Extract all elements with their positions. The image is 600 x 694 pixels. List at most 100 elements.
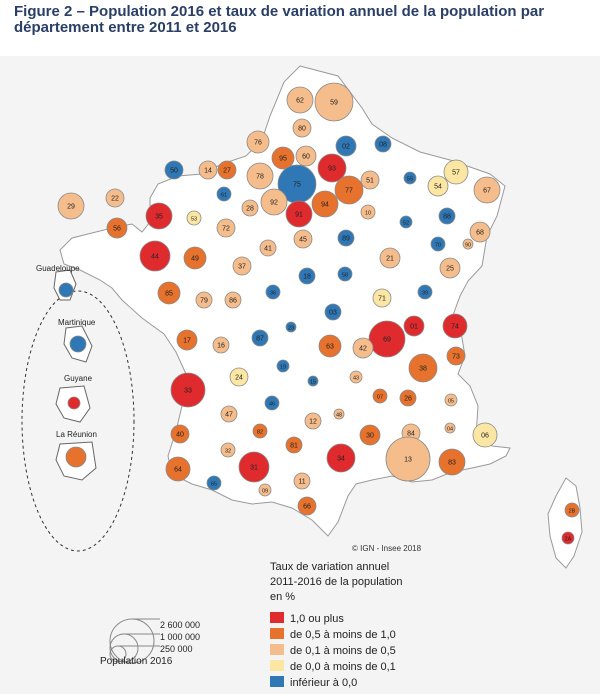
legend-item: de 0,1 à moins de 0,5 bbox=[270, 644, 396, 657]
population-size-legend bbox=[109, 618, 160, 664]
department-89-label: 89 bbox=[342, 236, 350, 243]
department-77-bubble bbox=[334, 175, 364, 205]
department-53-label: 53 bbox=[191, 217, 197, 223]
department-81-bubble bbox=[285, 436, 303, 454]
department-42-bubble bbox=[352, 337, 374, 359]
department-22-label: 22 bbox=[111, 196, 119, 203]
department-94-bubble bbox=[311, 190, 339, 218]
mainland-outline bbox=[59, 65, 511, 537]
department-64-bubble bbox=[165, 456, 191, 482]
department-16-label: 16 bbox=[217, 343, 225, 350]
department-32-label: 32 bbox=[225, 449, 231, 455]
department-44-label: 44 bbox=[151, 254, 159, 261]
department-03-label: 03 bbox=[329, 310, 337, 317]
department-79-label: 79 bbox=[200, 298, 208, 305]
department-14-bubble bbox=[198, 160, 218, 180]
department-44-bubble bbox=[139, 240, 171, 272]
legend-title: Taux de variation annuel 2011-2016 de la… bbox=[270, 560, 470, 605]
department-82-label: 82 bbox=[257, 430, 263, 436]
department-03-bubble bbox=[324, 303, 342, 321]
legend-swatch bbox=[270, 628, 284, 639]
department-29-label: 29 bbox=[67, 204, 75, 211]
department-84-label: 84 bbox=[407, 431, 415, 438]
department-36-label: 36 bbox=[270, 291, 276, 297]
department-78-label: 78 bbox=[256, 174, 264, 181]
department-56-label: 56 bbox=[113, 226, 121, 233]
department-40-bubble bbox=[170, 424, 190, 444]
department-55-label: 55 bbox=[407, 177, 413, 183]
department-23-bubble bbox=[285, 321, 297, 333]
legend-item: de 0,0 à moins de 0,1 bbox=[270, 660, 396, 673]
department-06-bubble bbox=[472, 422, 498, 448]
department-57-bubble bbox=[443, 159, 469, 185]
population-legend-title: Population 2016 bbox=[100, 656, 173, 667]
department-76-label: 76 bbox=[254, 140, 262, 147]
overseas-martinique-bubble bbox=[69, 335, 87, 353]
department-43-bubble bbox=[349, 370, 363, 384]
legend-label: de 0,0 à moins de 0,1 bbox=[290, 661, 396, 673]
department-57-label: 57 bbox=[452, 170, 460, 177]
legend-title-line: en % bbox=[270, 591, 296, 603]
department-49-bubble bbox=[183, 246, 207, 270]
department-13-label: 13 bbox=[404, 457, 412, 464]
legend-label: de 0,1 à moins de 0,5 bbox=[290, 645, 396, 657]
department-05-label: 05 bbox=[448, 399, 454, 405]
department-43-label: 43 bbox=[353, 376, 359, 382]
department-24-label: 24 bbox=[235, 375, 243, 382]
department-88-label: 88 bbox=[443, 214, 451, 221]
department-16-bubble bbox=[212, 336, 230, 354]
department-38-label: 38 bbox=[419, 366, 427, 373]
department-04-bubble bbox=[444, 422, 456, 434]
department-28-bubble bbox=[241, 199, 259, 217]
department-50-label: 50 bbox=[170, 168, 178, 175]
department-51-label: 51 bbox=[366, 178, 374, 185]
department-90-label: 90 bbox=[465, 243, 471, 249]
france-map: 62 59 80 76 95 60 02 08 93 50 14 27 78 75 77 51 55 57 54 67… bbox=[21, 65, 583, 664]
department-42-label: 42 bbox=[359, 346, 367, 353]
department-15-label: 15 bbox=[310, 380, 316, 386]
legend-label: 1,0 ou plus bbox=[290, 613, 344, 625]
department-48-bubble bbox=[333, 408, 345, 420]
department-27-bubble bbox=[217, 160, 237, 180]
legend-item: 1,0 ou plus bbox=[270, 612, 344, 625]
department-74-label: 74 bbox=[451, 324, 459, 331]
department-41-label: 41 bbox=[264, 246, 272, 253]
department-95-bubble bbox=[271, 146, 295, 170]
department-48-label: 48 bbox=[336, 413, 342, 419]
department-78-bubble bbox=[246, 162, 274, 190]
department-40-label: 40 bbox=[176, 432, 184, 439]
department-55-bubble bbox=[403, 171, 417, 185]
department-62-label: 62 bbox=[296, 98, 304, 105]
department-61-label: 61 bbox=[221, 193, 227, 199]
department-45-bubble bbox=[293, 229, 313, 249]
department-18-bubble bbox=[298, 267, 316, 285]
department-54-label: 54 bbox=[434, 184, 442, 191]
department-07-label: 07 bbox=[377, 395, 383, 401]
department-21-bubble bbox=[379, 247, 401, 269]
label-la-reunion: La Réunion bbox=[56, 430, 97, 439]
department-37-label: 37 bbox=[238, 264, 246, 271]
department-75-label: 75 bbox=[293, 182, 301, 189]
department-45-label: 45 bbox=[299, 237, 307, 244]
department-74-bubble bbox=[442, 313, 468, 339]
department-04-label: 04 bbox=[447, 427, 453, 433]
department-69-bubble bbox=[368, 320, 406, 358]
department-33-bubble bbox=[170, 372, 206, 408]
department-60-label: 60 bbox=[302, 154, 310, 161]
department-67-label: 67 bbox=[483, 188, 491, 195]
department-76-bubble bbox=[246, 130, 270, 154]
legend-title-line: Taux de variation annuel bbox=[270, 561, 390, 573]
department-70-bubble bbox=[430, 236, 446, 252]
department-24-bubble bbox=[229, 367, 249, 387]
department-36-bubble bbox=[265, 284, 281, 300]
department-39-bubble bbox=[417, 284, 433, 300]
department-64-label: 64 bbox=[174, 467, 182, 474]
department-19-label: 19 bbox=[280, 365, 286, 371]
department-82-bubble bbox=[252, 423, 268, 439]
corsica-outline bbox=[547, 477, 583, 569]
department-52-bubble bbox=[399, 215, 413, 229]
department-13-bubble bbox=[385, 436, 431, 482]
department-46-label: 46 bbox=[269, 402, 275, 408]
department-92-label: 92 bbox=[270, 200, 278, 207]
department-30-bubble bbox=[359, 424, 381, 446]
